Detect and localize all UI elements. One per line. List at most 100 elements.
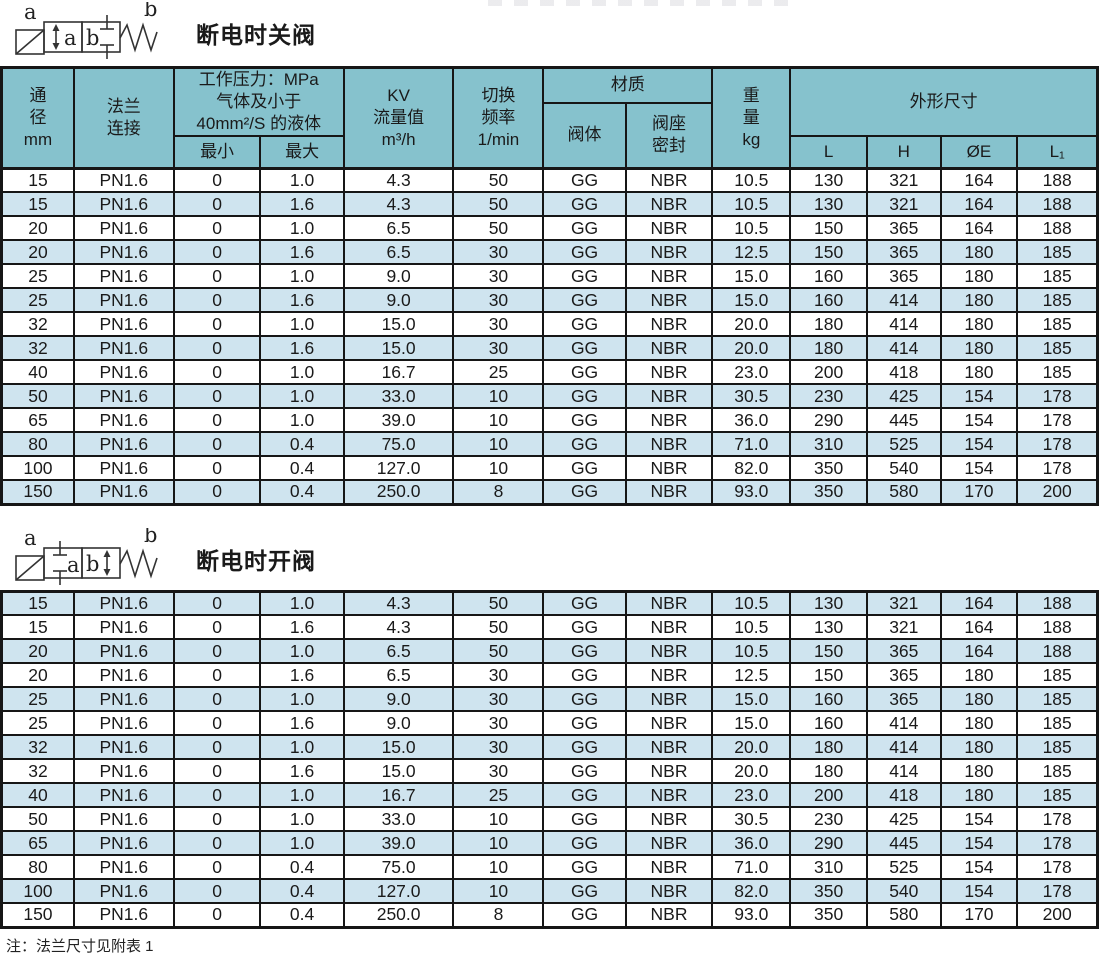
section-open-title: 断电时开阀 [196, 547, 316, 574]
cell: GG [542, 590, 627, 617]
cell: 10.5 [711, 167, 792, 194]
cell: 15.0 [342, 758, 455, 785]
cell: PN1.6 [72, 782, 175, 809]
cell: 154 [939, 806, 1019, 833]
cell: 1.0 [259, 383, 345, 410]
cell: 0 [172, 287, 262, 314]
cell: 0 [172, 878, 262, 905]
cell: 10.5 [711, 590, 792, 617]
cell: 32 [0, 758, 75, 785]
cell: 30 [452, 335, 545, 362]
cell: 418 [866, 359, 942, 386]
cell: 25 [0, 263, 75, 290]
cell: 71.0 [711, 854, 792, 881]
cell: 0 [172, 782, 262, 809]
cell: 15 [0, 614, 75, 641]
cell: PN1.6 [72, 686, 175, 713]
cell: 9.0 [342, 287, 455, 314]
cell: 30 [452, 311, 545, 338]
cell: GG [542, 902, 627, 929]
table-row: 15 PN1.6 0 1.6 4.3 50 GG NBR 10.5 130 321 164 188 [0, 614, 1099, 641]
header-pressure-max: 最大 [259, 135, 345, 170]
cell: 20.0 [711, 335, 792, 362]
cell: PN1.6 [72, 734, 175, 761]
cell: 180 [939, 287, 1019, 314]
table-row: 100 PN1.6 0 0.4 127.0 10 GG NBR 82.0 350 540 154 178 [0, 455, 1099, 482]
cell: 10 [452, 431, 545, 458]
cell: 164 [939, 614, 1019, 641]
cell: 150 [789, 638, 869, 665]
header-dim-h: H [866, 135, 942, 170]
cell: PN1.6 [72, 167, 175, 194]
cell: 50 [452, 590, 545, 617]
cell: 185 [1016, 287, 1099, 314]
section-closed-header: a a b b 断电时关阀 [0, 0, 1100, 66]
cell: 425 [866, 383, 942, 410]
table-row: 40 PN1.6 0 1.0 16.7 25 GG NBR 23.0 200 418 180 185 [0, 359, 1099, 386]
cell: 30 [452, 239, 545, 266]
cell: 178 [1016, 854, 1099, 881]
cell: GG [542, 407, 627, 434]
cell: NBR [624, 215, 714, 242]
cell: GG [542, 239, 627, 266]
cell: 185 [1016, 710, 1099, 737]
table-row: 25 PN1.6 0 1.6 9.0 30 GG NBR 15.0 160 414 180 185 [0, 710, 1099, 737]
cell: 20.0 [711, 311, 792, 338]
cell: NBR [624, 590, 714, 617]
cell: 0 [172, 902, 262, 929]
cell: 164 [939, 191, 1019, 218]
cell: GG [542, 455, 627, 482]
cell: 15.0 [342, 311, 455, 338]
cell: 30 [452, 758, 545, 785]
cell: NBR [624, 734, 714, 761]
cell: 1.6 [259, 287, 345, 314]
cell: 180 [939, 734, 1019, 761]
cell: GG [542, 854, 627, 881]
cell: 180 [789, 758, 869, 785]
cell: 185 [1016, 359, 1099, 386]
cell: 178 [1016, 806, 1099, 833]
table-header: 通 径 mm 法兰 连接 工作压力：MPa 气体及小于 40mm²/S 的液体 … [0, 66, 1099, 170]
cell: 350 [789, 455, 869, 482]
cell: 4.3 [342, 590, 455, 617]
cell: 4.3 [342, 191, 455, 218]
section-open-header: a a b b 断电时开阀 [0, 506, 1100, 590]
cell: 188 [1016, 167, 1099, 194]
cell: 185 [1016, 335, 1099, 362]
cell: 321 [866, 590, 942, 617]
cell: 414 [866, 710, 942, 737]
cell: PN1.6 [72, 431, 175, 458]
cropped-text-artifact [488, 0, 788, 6]
cell: 1.0 [259, 782, 345, 809]
cell: 180 [939, 335, 1019, 362]
cell: 164 [939, 638, 1019, 665]
table-valve-closed: 通 径 mm 法兰 连接 工作压力：MPa 气体及小于 40mm²/S 的液体 … [0, 66, 1099, 506]
cell: 180 [939, 239, 1019, 266]
cell: PN1.6 [72, 830, 175, 857]
header-dn: 通 径 mm [0, 66, 75, 170]
cell: 580 [866, 479, 942, 506]
cell: GG [542, 734, 627, 761]
cell: 1.0 [259, 263, 345, 290]
cell: NBR [624, 878, 714, 905]
cell: 50 [0, 383, 75, 410]
box-b-label: b [86, 26, 99, 50]
cell: 40 [0, 359, 75, 386]
cell: PN1.6 [72, 263, 175, 290]
cell: 365 [866, 662, 942, 689]
cell: 10.5 [711, 614, 792, 641]
cell: PN1.6 [72, 590, 175, 617]
table-row: 50 PN1.6 0 1.0 33.0 10 GG NBR 30.5 230 425 154 178 [0, 383, 1099, 410]
cell: 1.6 [259, 191, 345, 218]
cell: NBR [624, 662, 714, 689]
cell: NBR [624, 710, 714, 737]
table-row: 50 PN1.6 0 1.0 33.0 10 GG NBR 30.5 230 425 154 178 [0, 806, 1099, 833]
cell: PN1.6 [72, 215, 175, 242]
cell: 23.0 [711, 782, 792, 809]
cell: 39.0 [342, 407, 455, 434]
cell: 0 [172, 215, 262, 242]
cell: 8 [452, 902, 545, 929]
cell: NBR [624, 407, 714, 434]
cell: 23.0 [711, 359, 792, 386]
table-open-body: 15 PN1.6 0 1.0 4.3 50 GG NBR 10.5 130 321 164 188 15 P… [0, 590, 1099, 929]
